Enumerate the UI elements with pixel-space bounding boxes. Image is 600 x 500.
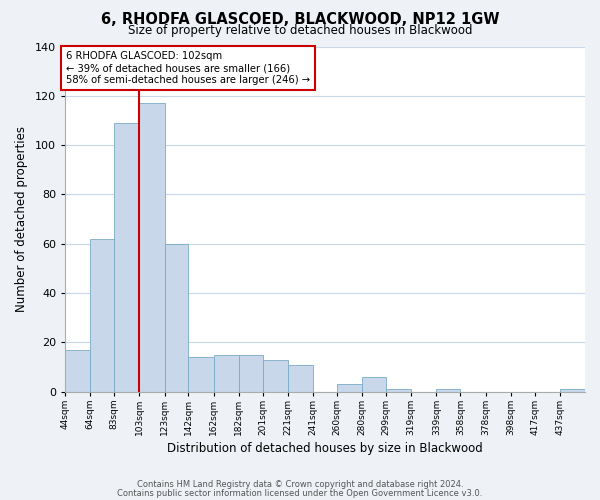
Bar [386, 390, 411, 392]
Text: 6, RHODFA GLASCOED, BLACKWOOD, NP12 1GW: 6, RHODFA GLASCOED, BLACKWOOD, NP12 1GW [101, 12, 499, 28]
Bar [288, 364, 313, 392]
Y-axis label: Number of detached properties: Number of detached properties [15, 126, 28, 312]
Text: Contains HM Land Registry data © Crown copyright and database right 2024.: Contains HM Land Registry data © Crown c… [137, 480, 463, 489]
Bar [337, 384, 362, 392]
Bar [90, 239, 114, 392]
Bar [114, 123, 139, 392]
Text: Contains public sector information licensed under the Open Government Licence v3: Contains public sector information licen… [118, 488, 482, 498]
Bar [214, 354, 239, 392]
Bar [239, 354, 263, 392]
Text: 6 RHODFA GLASCOED: 102sqm
← 39% of detached houses are smaller (166)
58% of semi: 6 RHODFA GLASCOED: 102sqm ← 39% of detac… [66, 52, 310, 84]
X-axis label: Distribution of detached houses by size in Blackwood: Distribution of detached houses by size … [167, 442, 483, 455]
Bar [263, 360, 288, 392]
Bar [436, 390, 460, 392]
Bar [65, 350, 90, 392]
Bar [362, 377, 386, 392]
Bar [560, 390, 585, 392]
Bar [188, 357, 214, 392]
Bar [164, 244, 188, 392]
Text: Size of property relative to detached houses in Blackwood: Size of property relative to detached ho… [128, 24, 472, 37]
Bar [139, 103, 164, 392]
